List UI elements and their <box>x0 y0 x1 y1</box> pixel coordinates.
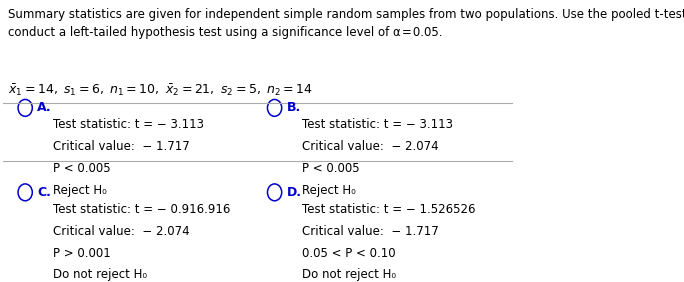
Text: P > 0.001: P > 0.001 <box>53 246 110 259</box>
Text: D.: D. <box>287 186 302 199</box>
Text: Summary statistics are given for independent simple random samples from two popu: Summary statistics are given for indepen… <box>8 8 684 39</box>
Text: Critical value:  − 1.717: Critical value: − 1.717 <box>53 140 189 153</box>
Text: Do not reject H₀: Do not reject H₀ <box>302 268 396 281</box>
Text: P < 0.005: P < 0.005 <box>53 162 110 175</box>
Text: Do not reject H₀: Do not reject H₀ <box>53 268 146 281</box>
Text: $\bar{x}_1 = 14,\ s_1 = 6,\ n_1 = 10,\ \bar{x}_2 = 21,\ s_2 = 5,\ n_2 = 14$: $\bar{x}_1 = 14,\ s_1 = 6,\ n_1 = 10,\ \… <box>8 82 313 98</box>
Text: P < 0.005: P < 0.005 <box>302 162 360 175</box>
Text: 0.05 < P < 0.10: 0.05 < P < 0.10 <box>302 246 395 259</box>
Text: Test statistic: t = − 3.113: Test statistic: t = − 3.113 <box>302 118 453 131</box>
Text: Reject H₀: Reject H₀ <box>53 184 107 197</box>
Text: Test statistic: t = − 1.526526: Test statistic: t = − 1.526526 <box>302 203 475 216</box>
Text: B.: B. <box>287 101 301 114</box>
Text: Reject H₀: Reject H₀ <box>302 184 356 197</box>
Text: C.: C. <box>38 186 51 199</box>
Text: Test statistic: t = − 3.113: Test statistic: t = − 3.113 <box>53 118 204 131</box>
Text: Critical value:  − 2.074: Critical value: − 2.074 <box>302 140 438 153</box>
Text: Critical value:  − 2.074: Critical value: − 2.074 <box>53 225 189 238</box>
Text: Test statistic: t = − 0.916.916: Test statistic: t = − 0.916.916 <box>53 203 230 216</box>
Text: Critical value:  − 1.717: Critical value: − 1.717 <box>302 225 439 238</box>
Text: A.: A. <box>38 101 52 114</box>
